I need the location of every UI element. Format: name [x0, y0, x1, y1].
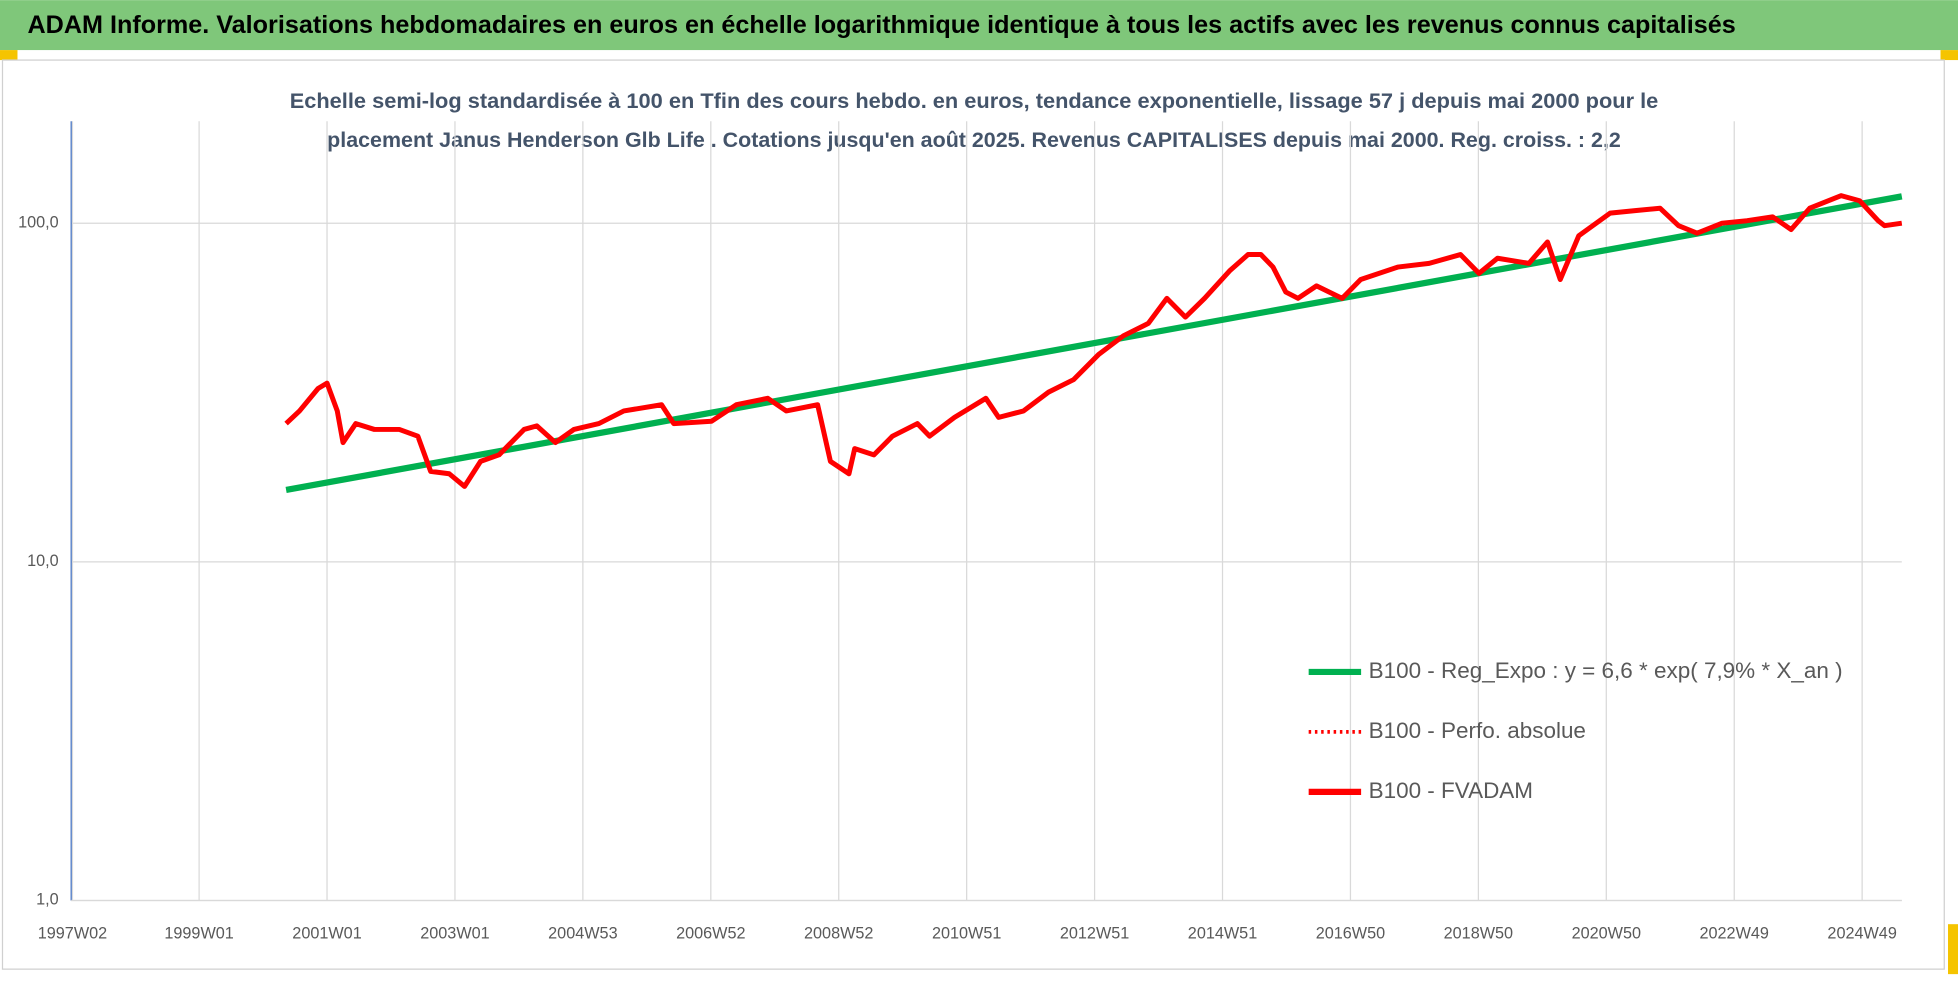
chart-title: ADAM Informe. Valorisations hebdomadaire… [27, 11, 1735, 39]
corner-mark [1940, 50, 1958, 61]
y-tick-label: 100,0 [18, 213, 59, 231]
chart-subtitle: Echelle semi-log standardisée à 100 en T… [290, 90, 1659, 113]
x-tick-label: 2018W50 [1444, 924, 1513, 942]
x-tick-label: 2022W49 [1700, 924, 1769, 942]
x-tick-label: 1999W01 [164, 924, 233, 942]
x-tick-label: 2003W01 [420, 924, 489, 942]
x-tick-label: 2016W50 [1316, 924, 1385, 942]
x-tick-label: 2008W52 [804, 924, 873, 942]
x-tick-label: 2010W51 [932, 924, 1001, 942]
y-tick-label: 10,0 [27, 552, 59, 570]
legend-label: B100 - Reg_Expo : y = 6,6 * exp( 7,9% * … [1369, 658, 1843, 683]
x-tick-label: 2006W52 [676, 924, 745, 942]
plot-area: 1,0 10,0 100,0 1997W02 1999W01 2001W01 2003W01… [18, 121, 1903, 942]
chart-frame [1, 59, 1945, 970]
x-tick-label: 2012W51 [1060, 924, 1129, 942]
series-line [284, 193, 1903, 489]
x-tick-label: 2001W01 [292, 924, 361, 942]
chart-subtitle: placement Janus Henderson Glb Life . Cot… [327, 129, 1621, 152]
x-tick-label: 2004W53 [548, 924, 617, 942]
legend-label: B100 - Perfo. absolue [1369, 718, 1586, 743]
legend-label: B100 - FVADAM [1369, 778, 1533, 803]
x-tick-label: 1997W02 [38, 924, 107, 942]
title-bar [0, 0, 1958, 51]
corner-mark [1948, 924, 1958, 975]
x-tick-label: 2020W50 [1572, 924, 1641, 942]
x-tick-label: 2014W51 [1188, 924, 1257, 942]
corner-mark [0, 50, 18, 61]
y-tick-label: 1,0 [36, 891, 59, 909]
x-tick-label: 2024W49 [1827, 924, 1896, 942]
